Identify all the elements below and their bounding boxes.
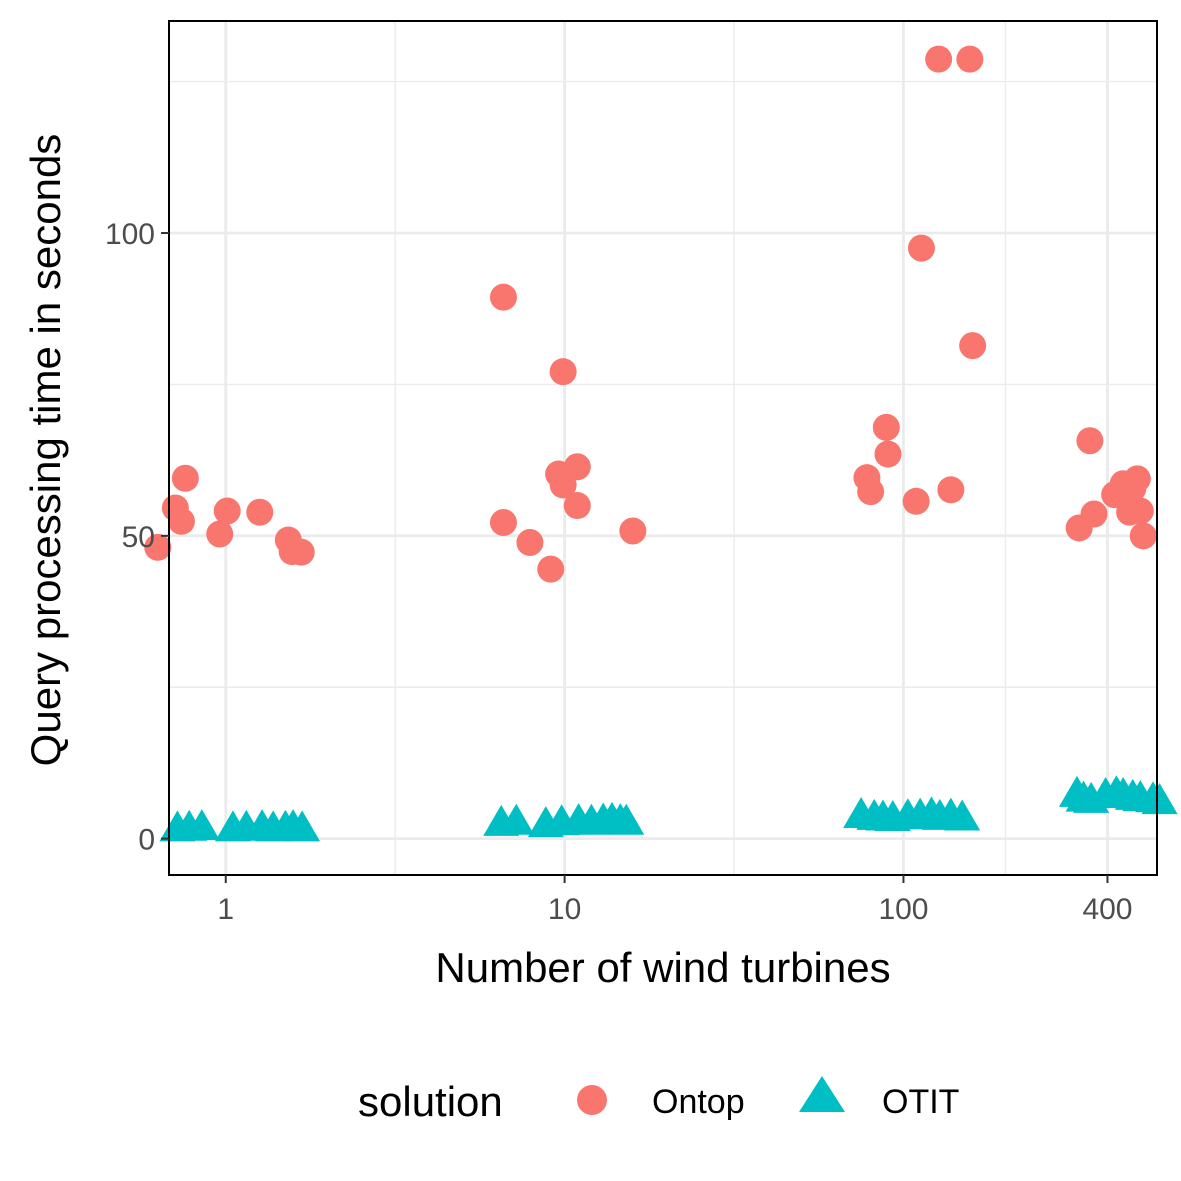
point-otit (944, 799, 981, 831)
point-ontop (959, 332, 987, 360)
legend-label-ontop: Ontop (652, 1083, 745, 1121)
x-tick-label: 400 (1082, 893, 1132, 926)
major-gridlines (169, 21, 1157, 875)
point-ontop (213, 497, 241, 525)
legend-key-ontop (577, 1085, 607, 1115)
point-otit (498, 803, 535, 835)
x-tick-label: 10 (548, 893, 581, 926)
point-ontop (144, 533, 172, 561)
point-otit (284, 810, 321, 842)
point-ontop (956, 45, 984, 73)
point-ontop (287, 538, 315, 566)
point-ontop (563, 492, 591, 520)
y-axis: 0 50 100 (105, 218, 169, 857)
point-ontop (516, 528, 544, 556)
point-ontop (619, 517, 647, 545)
point-ontop (1129, 522, 1157, 550)
point-ontop (246, 498, 274, 526)
x-tick-label: 100 (878, 893, 928, 926)
point-ontop (902, 487, 930, 515)
point-ontop (1123, 465, 1151, 493)
legend-label-otit: OTIT (882, 1083, 959, 1121)
legend-title: solution (358, 1078, 503, 1125)
point-ontop (1126, 497, 1154, 525)
point-ontop (857, 478, 885, 506)
point-ontop (206, 520, 234, 548)
point-ontop (872, 413, 900, 441)
x-axis-title: Number of wind turbines (435, 944, 890, 991)
point-otit (608, 803, 645, 835)
point-otit (1141, 783, 1178, 815)
point-ontop (171, 464, 199, 492)
point-otit (183, 809, 220, 841)
y-axis-title: Query processing time in seconds (22, 134, 69, 767)
point-ontop (549, 358, 577, 386)
point-ontop (537, 555, 565, 583)
point-ontop (907, 234, 935, 262)
point-ontop (937, 476, 965, 504)
data-points (144, 45, 1178, 842)
point-ontop (1080, 500, 1108, 528)
legend: solution Ontop OTIT (358, 1076, 959, 1125)
legend-key-otit (799, 1076, 845, 1112)
y-tick-label: 100 (105, 218, 155, 251)
point-ontop (874, 440, 902, 468)
y-tick-label: 0 (138, 824, 155, 857)
point-ontop (167, 507, 195, 535)
point-ontop (549, 471, 577, 499)
point-ontop (925, 45, 953, 73)
panel-border (168, 20, 1158, 876)
x-tick-label: 1 (217, 893, 234, 926)
x-axis: 1 10 100 400 (217, 875, 1133, 926)
point-ontop (563, 453, 591, 481)
minor-gridlines (169, 21, 1157, 875)
point-ontop (1076, 427, 1104, 455)
point-ontop (489, 283, 517, 311)
y-tick-label: 50 (122, 521, 155, 554)
point-ontop (489, 508, 517, 536)
